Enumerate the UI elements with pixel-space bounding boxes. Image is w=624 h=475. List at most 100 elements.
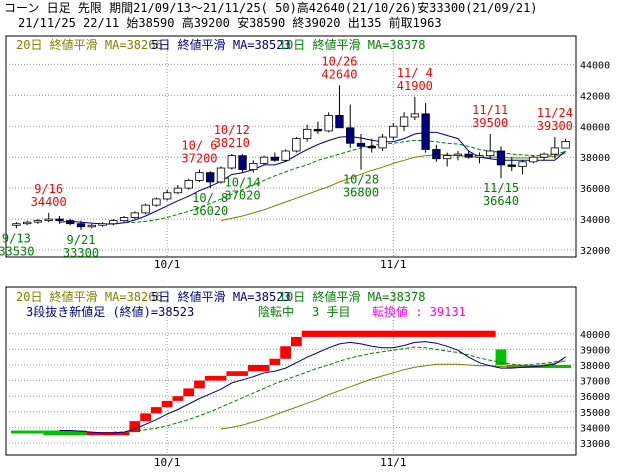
line-break-brick [291, 336, 302, 347]
candle [173, 185, 183, 195]
candle-body [399, 116, 409, 127]
annotation-value: 41900 [397, 79, 433, 93]
candle [119, 215, 129, 223]
annotation-value: 34400 [31, 195, 67, 209]
candle-body [216, 167, 226, 183]
candle-body [44, 218, 53, 222]
candle-body [324, 115, 333, 132]
legend-entry: 10日 終値平滑 MA=38378 [279, 289, 426, 304]
candle-body [227, 155, 236, 169]
candle [421, 103, 430, 153]
line-break-brick [161, 400, 173, 408]
candle-body [259, 156, 269, 164]
y-tick-label: 36000 [580, 184, 610, 195]
candle-body [453, 153, 463, 157]
candle-body [162, 192, 172, 200]
legend-entry: 5日 終値平滑 MA=38523 [151, 37, 290, 52]
y-tick-label: 44000 [580, 60, 610, 71]
y-tick-label: 40000 [580, 330, 610, 341]
x-tick-label: 10/1 [154, 456, 181, 469]
candle-body [206, 172, 215, 183]
y-tick-label: 37000 [580, 377, 610, 388]
candle-body [378, 136, 387, 149]
line-break-brick [151, 407, 162, 414]
y-tick-label: 40000 [580, 122, 610, 133]
candle-body [76, 223, 86, 228]
candle [550, 137, 560, 159]
annotation-date: 11/24 [537, 106, 573, 120]
candle [399, 112, 409, 131]
annotation-date: 9/16 [34, 182, 63, 196]
y-tick-label: 39000 [580, 345, 610, 356]
candle [292, 137, 301, 153]
annotation-date: 9/21 [67, 233, 96, 247]
candlestick-panel: 32000 34000 36000 38000 40000 42000 44000 10/1 1… [0, 35, 610, 271]
candle [432, 144, 441, 162]
annotation-value: 36640 [483, 194, 519, 208]
y-tick-label: 33000 [580, 439, 610, 450]
candle [238, 154, 247, 173]
annotation-value: 36800 [343, 186, 379, 200]
candle-body [313, 128, 323, 132]
annotation-value: 37200 [181, 152, 217, 166]
annotation-value: 33530 [0, 244, 34, 258]
candle [464, 151, 473, 159]
annotation-date: 10/ 8 [192, 191, 228, 205]
candle-body [130, 212, 140, 218]
annotation-value: 39500 [472, 116, 508, 130]
x-tick-label: 10/1 [154, 258, 181, 271]
y-tick-label: 42000 [580, 91, 610, 102]
line-break-brick [204, 375, 227, 381]
annotation-value: 42640 [321, 67, 357, 81]
candle-body [270, 156, 280, 161]
candle-body [561, 141, 570, 149]
candle [109, 219, 118, 226]
line-break-brick [140, 413, 151, 422]
candle [206, 171, 215, 189]
annotation-value: 38210 [214, 136, 250, 150]
candle-body [389, 125, 398, 138]
plot-frame [5, 35, 577, 258]
y-tick-label: 38000 [580, 153, 610, 164]
candle-body [173, 187, 183, 194]
line-break-brick [269, 358, 281, 365]
annotation-date: 9/13 [2, 231, 31, 245]
candle [346, 104, 355, 148]
y-tick-label: 32000 [580, 246, 610, 257]
candle-body [335, 115, 344, 129]
y-tick-label: 36000 [580, 392, 610, 403]
tlb-count: 3 手目 [312, 305, 350, 319]
chart-header-line1: コーン 日足 先限 期間21/09/13～21/11/25( 50)高42640… [4, 1, 538, 15]
candle [162, 189, 172, 201]
candle [496, 146, 506, 179]
candle-body [475, 155, 484, 158]
candle [367, 138, 376, 153]
candle-body [66, 220, 75, 225]
annotation-value: 37020 [224, 189, 260, 203]
line-break-brick [301, 330, 496, 337]
legend-entry: 10日 終値平滑 MA=38378 [279, 37, 426, 52]
y-tick-label: 34000 [580, 423, 610, 434]
chart-header-line2: 21/11/25 22/11 始38590 高39200 安38590 終390… [18, 16, 442, 30]
candle [152, 197, 161, 207]
candle [529, 155, 538, 164]
candle-body [529, 156, 538, 163]
ma10-line [113, 139, 566, 224]
ma5-line [59, 341, 566, 434]
line-break-brick [43, 430, 87, 436]
candle [313, 121, 323, 134]
line-break-brick [247, 365, 270, 372]
annotation-date: 10/ 6 [181, 139, 217, 153]
candle-body [33, 220, 43, 223]
line-break-brick [183, 388, 195, 397]
candle-body [87, 224, 96, 228]
candle-body [367, 145, 376, 149]
annotation-date: 10/12 [214, 123, 250, 137]
line-break-brick [280, 346, 291, 359]
ma20-line [220, 360, 566, 430]
candle [98, 222, 107, 227]
legend-entry: 20日 終値平滑 MA=38266 [16, 37, 163, 52]
candle-body [22, 221, 32, 225]
candle [22, 220, 32, 226]
